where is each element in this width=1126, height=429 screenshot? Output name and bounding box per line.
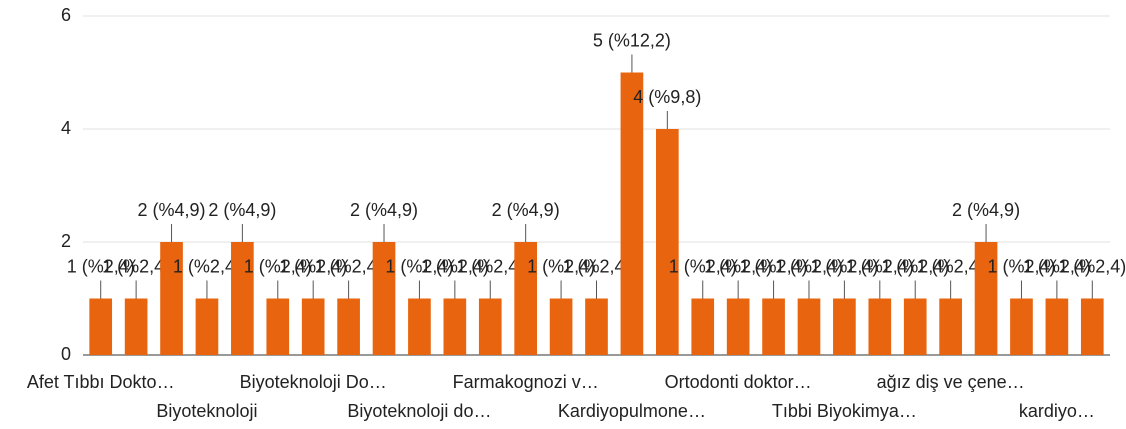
bar xyxy=(478,298,502,355)
bar xyxy=(195,298,219,355)
y-tick-label: 0 xyxy=(61,344,71,364)
bar xyxy=(620,72,644,355)
data-label: 1 (%2,4) xyxy=(102,256,170,276)
bar xyxy=(585,298,608,355)
data-label: 1 (%2,4) xyxy=(1058,256,1126,276)
bar xyxy=(337,298,360,355)
data-label: 1 (%2,4) xyxy=(67,256,135,276)
bar xyxy=(1045,298,1069,355)
bar xyxy=(1080,298,1104,355)
bar xyxy=(266,298,290,355)
data-label: 2 (%4,9) xyxy=(350,200,418,220)
x-tick-label: kardiyo… xyxy=(1019,401,1095,421)
bar xyxy=(726,298,750,355)
x-tick-label: Biyoteknoloji xyxy=(156,401,257,421)
bar xyxy=(549,298,573,355)
bar xyxy=(301,298,325,355)
bar xyxy=(89,298,113,355)
data-label: 1 (%2,4) xyxy=(810,256,878,276)
data-label: 1 (%2,4) xyxy=(846,256,914,276)
bar xyxy=(231,242,254,355)
y-tick-label: 2 xyxy=(61,231,71,251)
bar xyxy=(372,242,396,355)
data-label: 5 (%12,2) xyxy=(593,30,671,50)
bar xyxy=(903,298,927,355)
x-tick-label: Farmakognozi v… xyxy=(453,372,599,392)
data-label: 1 (%2,4) xyxy=(527,256,595,276)
x-tick-label: Biyoteknoloji Do… xyxy=(240,372,387,392)
x-tick-label: Kardiyopulmone… xyxy=(558,401,706,421)
bar xyxy=(655,129,679,355)
x-tick-label: Tıbbi Biyokimya… xyxy=(772,401,917,421)
data-label: 1 (%2,4) xyxy=(917,256,985,276)
y-tick-label: 4 xyxy=(61,118,71,138)
data-label: 2 (%4,9) xyxy=(952,200,1020,220)
data-label: 2 (%4,9) xyxy=(492,200,560,220)
x-tick-label: ağız diş ve çene… xyxy=(877,372,1025,392)
data-label: 2 (%4,9) xyxy=(208,200,276,220)
x-tick-label: Biyoteknoloji do… xyxy=(347,401,491,421)
data-label: 1 (%2,4) xyxy=(421,256,489,276)
data-label: 1 (%2,4) xyxy=(279,256,347,276)
bar xyxy=(514,242,538,355)
data-label: 2 (%4,9) xyxy=(138,200,206,220)
data-label: 1 (%2,4) xyxy=(456,256,524,276)
bar xyxy=(691,298,715,355)
bar xyxy=(762,298,785,355)
data-label: 1 (%2,4) xyxy=(173,256,241,276)
data-label: 1 (%2,4) xyxy=(244,256,312,276)
x-tick-label: Ortodonti doktor… xyxy=(665,372,812,392)
data-label: 1 (%2,4) xyxy=(1023,256,1091,276)
data-label: 1 (%2,4) xyxy=(315,256,383,276)
bar xyxy=(939,298,962,355)
data-label: 1 (%2,4) xyxy=(704,256,772,276)
x-tick-label: Afet Tıbbı Dokto… xyxy=(27,372,175,392)
data-label: 1 (%2,4) xyxy=(669,256,737,276)
bar xyxy=(160,242,183,355)
bar xyxy=(833,298,856,355)
bar xyxy=(408,298,431,355)
y-tick-label: 6 xyxy=(61,5,71,25)
data-label: 1 (%2,4) xyxy=(562,256,630,276)
data-label: 1 (%2,4) xyxy=(987,256,1055,276)
bar xyxy=(797,298,821,355)
bar xyxy=(443,298,467,355)
bar xyxy=(868,298,892,355)
data-label: 1 (%2,4) xyxy=(385,256,453,276)
bar xyxy=(974,242,998,355)
data-label: 1 (%2,4) xyxy=(881,256,949,276)
bar xyxy=(1010,298,1033,355)
data-label: 1 (%2,4) xyxy=(740,256,808,276)
bar xyxy=(124,298,148,355)
data-label: 1 (%2,4) xyxy=(775,256,843,276)
data-label: 4 (%9,8) xyxy=(633,87,701,107)
